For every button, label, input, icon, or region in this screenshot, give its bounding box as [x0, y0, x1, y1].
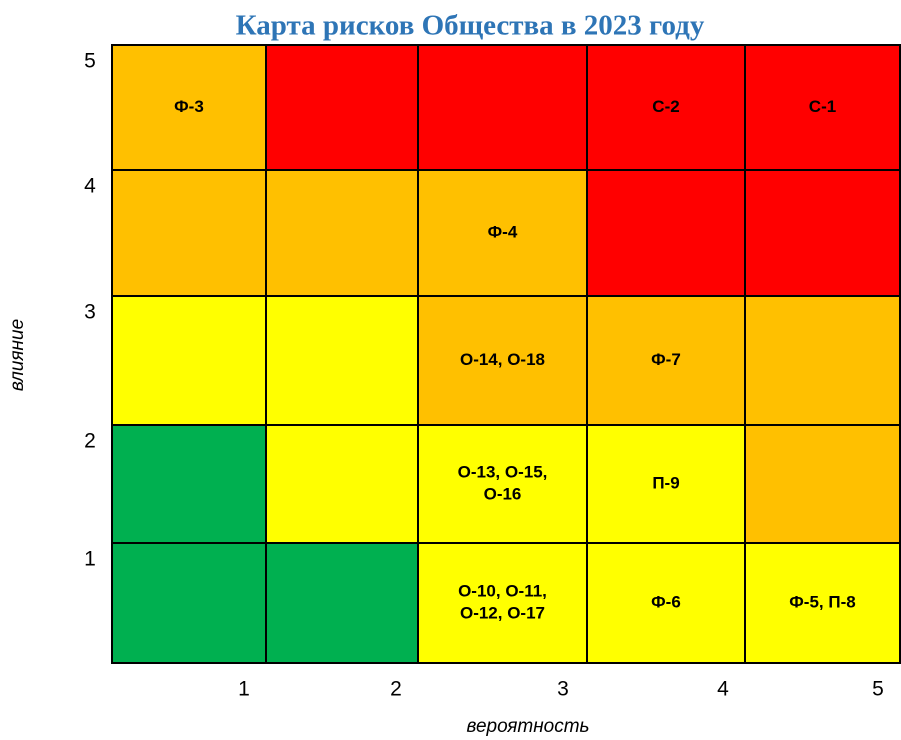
risk-cell [265, 542, 419, 664]
x-tick-label: 3 [557, 678, 569, 701]
risk-cell [265, 169, 419, 297]
cell-label: Ф-5, П-8 [789, 592, 855, 611]
risk-cell [265, 424, 419, 544]
risk-cell [265, 295, 419, 426]
risk-cell [586, 169, 746, 297]
x-tick-label: 5 [872, 678, 884, 701]
cell-label: О-13, О-15, [458, 462, 548, 481]
cell-label: О-14, О-18 [460, 350, 545, 369]
x-tick-label: 2 [390, 678, 402, 701]
risk-cell [111, 295, 267, 426]
risk-cell [744, 424, 901, 544]
cell-label: С-1 [809, 97, 836, 116]
risk-cell [111, 542, 267, 664]
x-axis-label: вероятность [466, 716, 589, 737]
cell-label: О-10, О-11, [458, 581, 547, 600]
y-tick-label: 2 [84, 430, 96, 453]
risk-cell [417, 542, 588, 664]
cell-label: О-16 [484, 484, 522, 503]
cell-label: Ф-3 [174, 97, 204, 116]
risk-cell [586, 424, 746, 544]
x-tick-label: 1 [238, 678, 250, 701]
cell-label: Ф-6 [651, 592, 681, 611]
risk-cell [586, 295, 746, 426]
risk-cell [744, 44, 901, 171]
cell-label: О-12, О-17 [460, 603, 545, 622]
risk-cell [111, 424, 267, 544]
risk-cell [111, 44, 267, 171]
risk-cell [586, 44, 746, 171]
cell-label: Ф-4 [488, 222, 518, 241]
risk-cell [744, 295, 901, 426]
risk-cell [744, 169, 901, 297]
cell-label: Ф-7 [651, 350, 681, 369]
cell-label: С-2 [652, 97, 679, 116]
risk-cell [417, 44, 588, 171]
risk-cell [586, 542, 746, 664]
risk-cell [744, 542, 901, 664]
y-tick-label: 3 [84, 301, 96, 324]
title: Карта рисков Общества в 2023 году [236, 10, 705, 42]
y-tick-label: 1 [84, 548, 96, 571]
risk-cell [417, 169, 588, 297]
y-axis-label: влияние [7, 319, 28, 391]
x-tick-label: 4 [717, 678, 729, 701]
risk-cell [111, 169, 267, 297]
y-tick-label: 4 [84, 175, 96, 198]
risk-cell [265, 44, 419, 171]
risk-cell [417, 295, 588, 426]
y-tick-label: 5 [84, 50, 96, 73]
cell-label: П-9 [652, 473, 679, 492]
